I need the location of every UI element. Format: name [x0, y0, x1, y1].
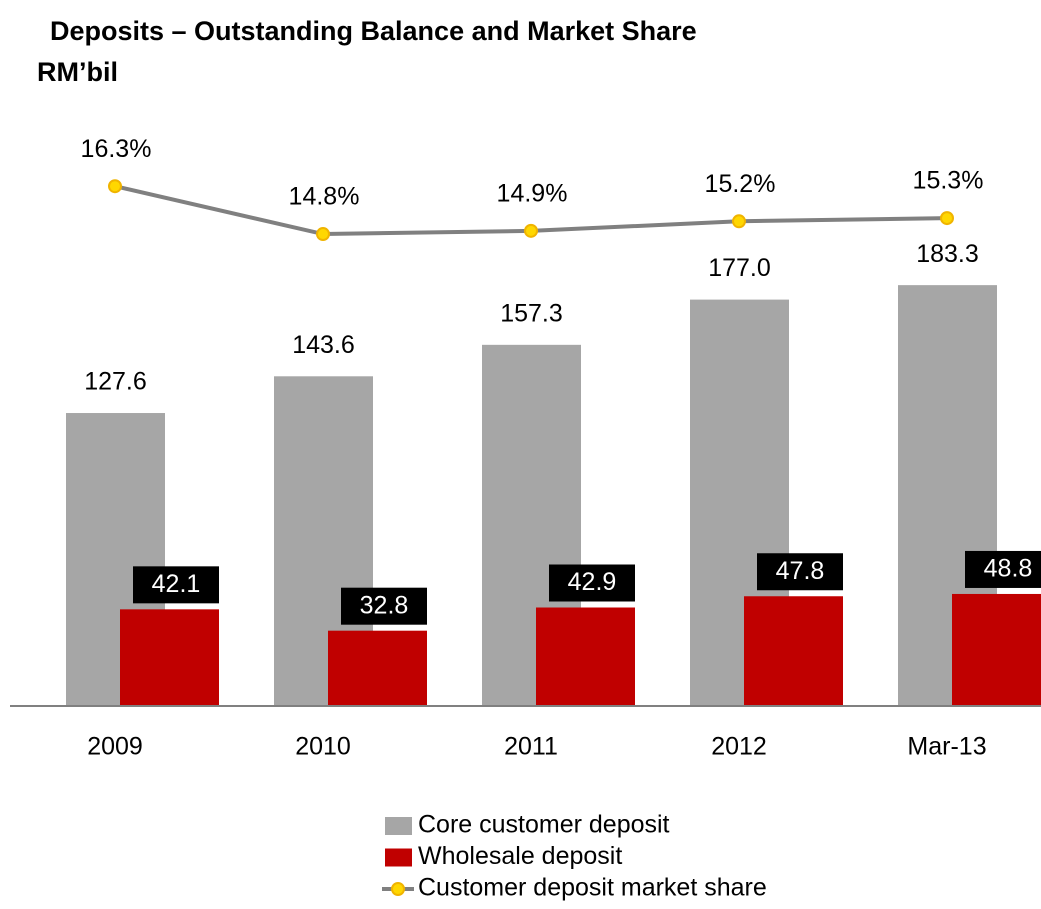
x-tick-label: 2012 [711, 733, 767, 761]
data-label: 143.6 [292, 331, 355, 359]
marker [940, 211, 954, 226]
data-label: 183.3 [916, 240, 979, 268]
data-label-box [549, 564, 635, 602]
marker [316, 227, 330, 242]
legend-swatch [385, 817, 412, 835]
bar [952, 593, 1041, 706]
data-label-box [757, 553, 843, 591]
chart-subtitle: RM’bil [37, 57, 118, 87]
data-label-box [133, 566, 219, 604]
marker [524, 223, 538, 238]
bar [536, 607, 635, 706]
marker [732, 214, 746, 229]
legend-label: Core customer deposit [418, 811, 670, 839]
legend-swatch [385, 848, 412, 867]
data-label-box [341, 587, 427, 625]
data-label: 177.0 [708, 254, 771, 282]
x-tick-label: 2009 [87, 733, 143, 761]
x-tick-label: 2011 [504, 733, 558, 761]
bar [120, 609, 219, 706]
data-label: 15.2% [705, 170, 776, 198]
chart-title: Deposits – Outstanding Balance and Marke… [50, 16, 697, 46]
data-label: 14.9% [497, 179, 568, 207]
bar [328, 630, 427, 706]
data-label: 15.3% [913, 167, 984, 195]
x-tick-label: Mar-13 [907, 733, 986, 761]
data-label-box [965, 550, 1041, 588]
legend-label: Customer deposit market share [418, 874, 767, 902]
data-label: 42.9 [568, 568, 617, 596]
legend-marker [391, 882, 405, 896]
data-label: 127.6 [84, 368, 147, 396]
marker [108, 179, 122, 194]
x-tick-label: 2010 [295, 733, 351, 761]
data-label: 14.8% [289, 183, 360, 211]
data-label: 42.1 [152, 570, 201, 598]
data-label: 16.3% [81, 135, 152, 163]
data-label: 48.8 [984, 555, 1033, 583]
data-label: 47.8 [776, 557, 825, 585]
data-label: 32.8 [360, 591, 409, 619]
legend-label: Wholesale deposit [418, 842, 622, 870]
data-label: 157.3 [500, 299, 563, 327]
bar [744, 596, 843, 706]
